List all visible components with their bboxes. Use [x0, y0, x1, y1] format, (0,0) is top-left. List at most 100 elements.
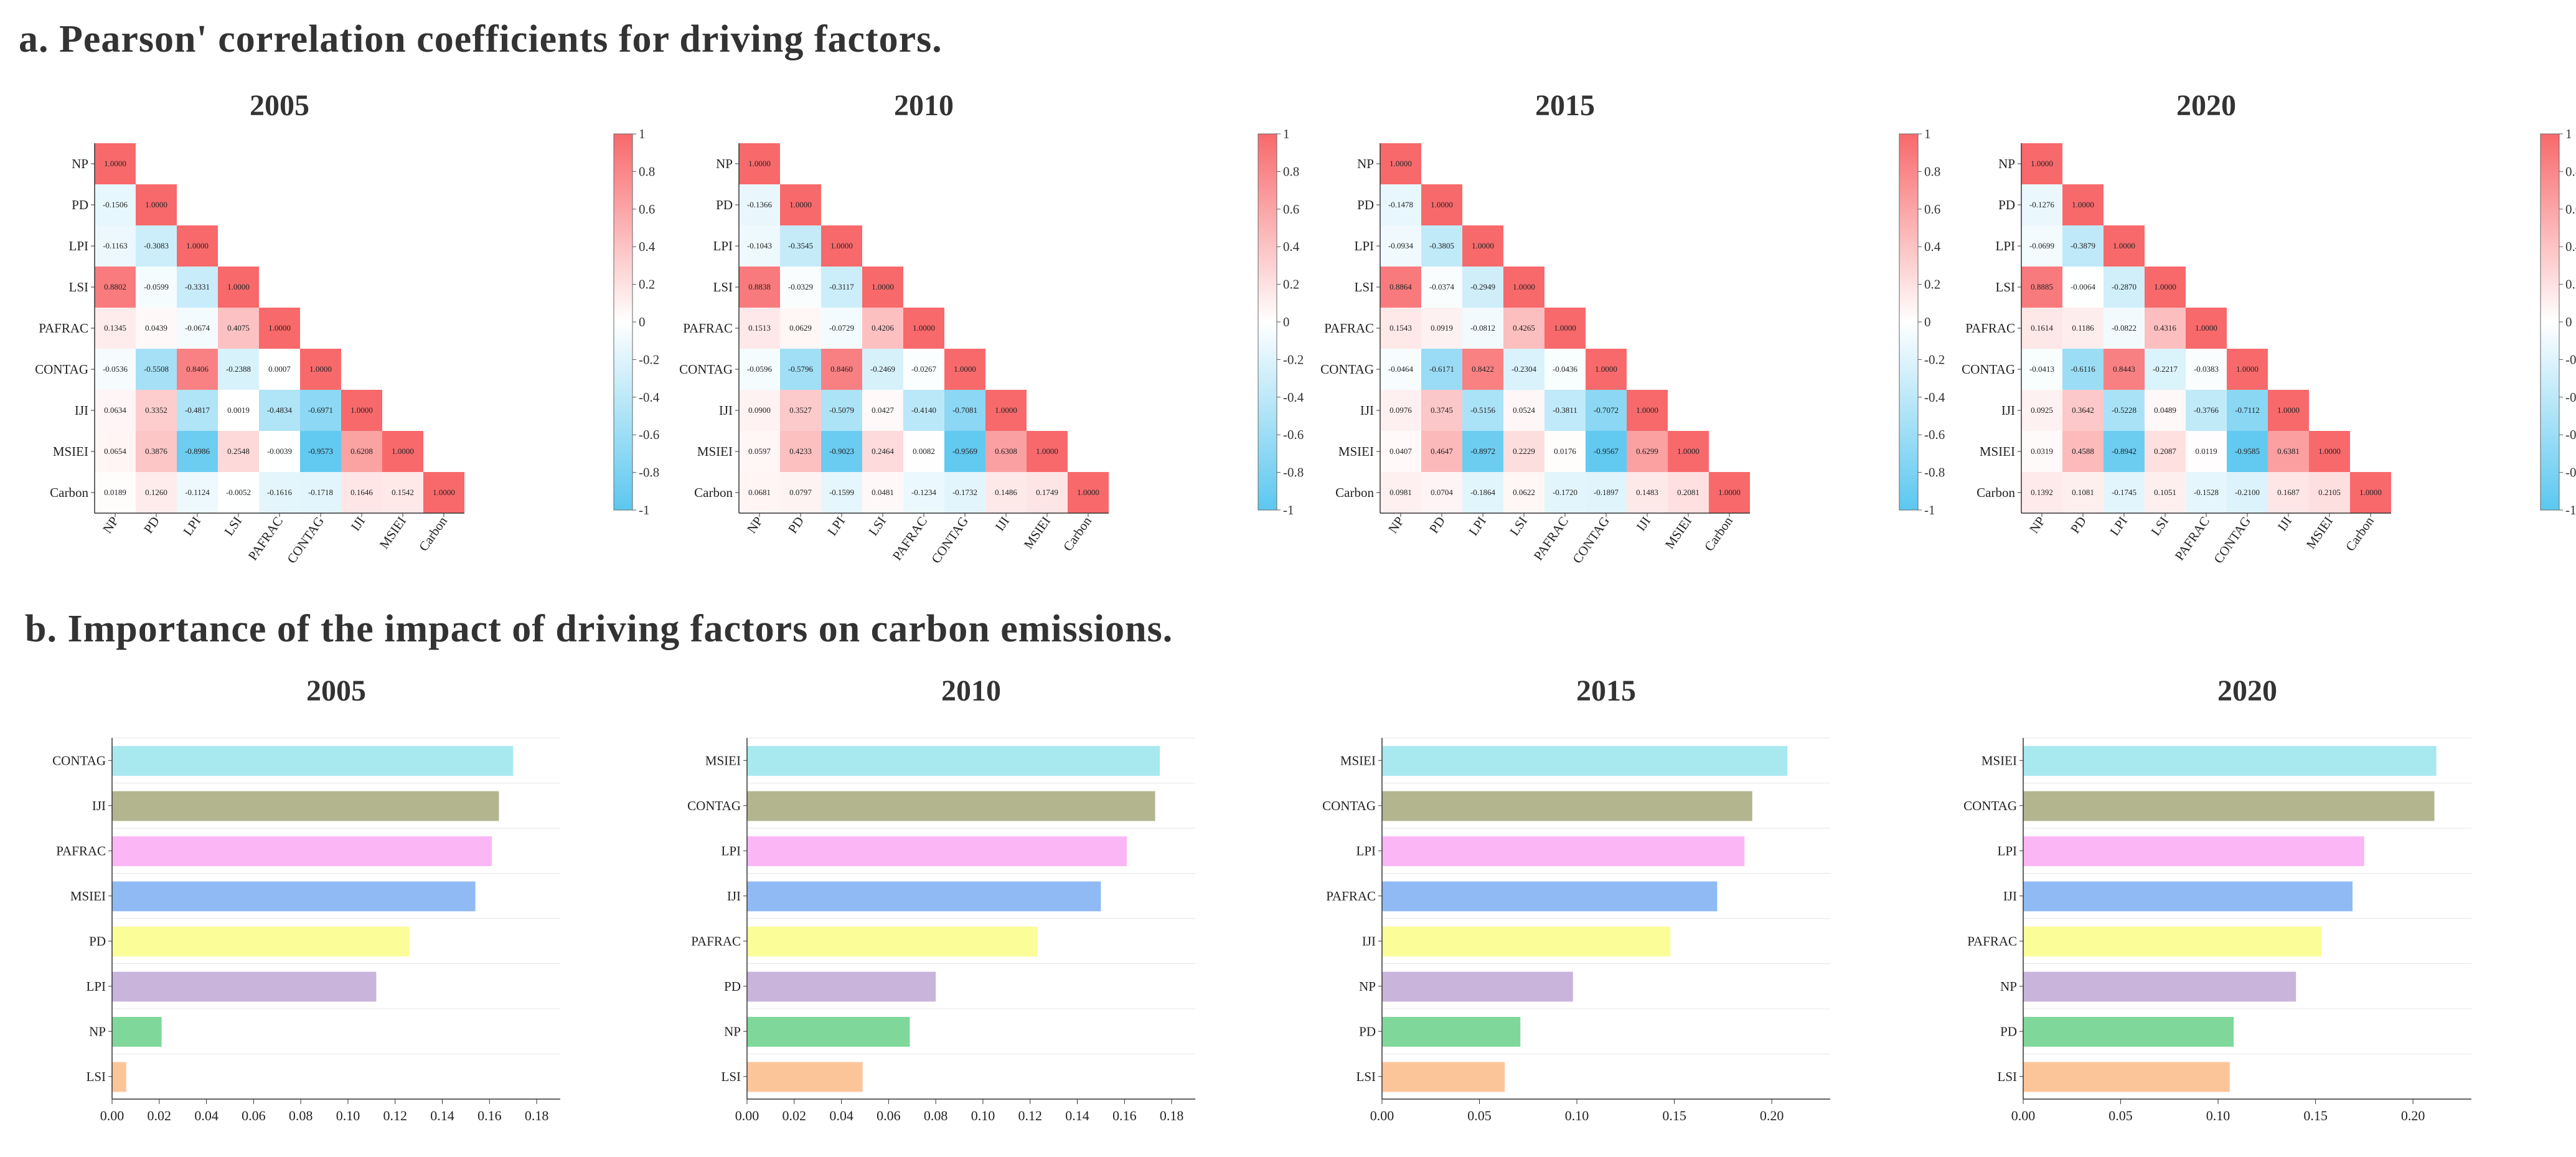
y-tick-label: CONTAG: [52, 753, 106, 768]
bar-lsi: [2023, 1062, 2230, 1092]
bar-chart-title: 2020: [2217, 674, 2277, 707]
heatmap-value: -0.2100: [2235, 488, 2260, 497]
heatmap-cell: [95, 349, 136, 390]
y-tick-label: Carbon: [50, 485, 88, 500]
y-tick-label: LPI: [1356, 843, 1376, 858]
bar-lsi: [747, 1062, 863, 1092]
heatmap-cell: [1380, 267, 1421, 308]
heatmap-value: 1.0000: [789, 200, 812, 209]
heatmap-value: -0.9023: [829, 446, 854, 456]
heatmap-cell: [2186, 472, 2227, 513]
y-tick-label: NP: [1359, 979, 1376, 994]
heatmap-cell: [2062, 472, 2104, 513]
y-tick-label: NP: [1357, 156, 1374, 171]
colorbar-tick-label: -0.6: [1283, 427, 1304, 442]
heatmap-value: -0.2949: [1470, 282, 1495, 291]
x-tick-label: 0.05: [1467, 1108, 1492, 1123]
heatmap-value: -0.9567: [1594, 446, 1619, 456]
heatmap-value: 0.1542: [392, 488, 414, 497]
heatmap-value: -0.0699: [2029, 241, 2054, 250]
heatmap-value: 0.4206: [872, 323, 894, 333]
heatmap-cell: [177, 472, 218, 513]
bar-np: [112, 1017, 162, 1047]
heatmap-value: -0.1276: [2029, 200, 2055, 209]
colorbar-tick-label: -1: [639, 503, 650, 517]
heatmap-cell: [2268, 472, 2309, 513]
bar-msiei: [747, 746, 1160, 776]
y-tick-label: PD: [1359, 1024, 1376, 1039]
heatmap-cell: [903, 431, 944, 472]
y-tick-label: NP: [1998, 156, 2015, 171]
heatmap-cell: [95, 390, 136, 431]
heatmap-cell: [821, 390, 862, 431]
colorbar-tick-label: 0: [1924, 314, 1931, 329]
heatmap-value: -0.6116: [2071, 364, 2095, 374]
heatmap-cell: [944, 431, 985, 472]
y-tick-label: NP: [716, 156, 733, 171]
x-tick-label: PAFRAC: [2172, 514, 2212, 563]
x-tick-label: 0.04: [194, 1108, 219, 1123]
heatmap-cell: [1027, 472, 1068, 513]
heatmap-cell: [2227, 349, 2268, 390]
bar-iji: [747, 881, 1101, 912]
heatmap-cell: [136, 308, 177, 349]
heatmap-value: -0.0039: [267, 446, 292, 456]
heatmap-cell: [218, 308, 259, 349]
heatmap-cell: [2227, 390, 2268, 431]
bar-contag: [112, 746, 514, 776]
colorbar-tick-label: 0.2: [639, 277, 655, 292]
heatmap-value: -0.0599: [144, 282, 169, 291]
heatmap-value: -0.7072: [1594, 405, 1619, 415]
heatmap-cell: [300, 390, 341, 431]
colorbar-tick-label: 0.2: [1283, 277, 1299, 292]
heatmap-value: 0.0407: [1389, 446, 1412, 456]
heatmap-value: -0.3331: [185, 282, 210, 291]
heatmap-cell: [341, 390, 382, 431]
heatmap-title: 2015: [1535, 89, 1595, 122]
heatmap-value: 0.3352: [145, 405, 167, 415]
y-tick-label: LSI: [1998, 1069, 2018, 1084]
x-tick-label: 0.10: [971, 1108, 995, 1123]
heatmap-value: 0.4233: [789, 446, 812, 456]
heatmap-value: 0.0981: [1389, 488, 1412, 497]
colorbar-tick-label: 0.4: [1924, 239, 1941, 254]
colorbar-tick-label: -0.8: [639, 465, 659, 480]
x-tick-label: 0.14: [1065, 1108, 1089, 1123]
heatmap-value: -0.0596: [747, 364, 773, 374]
x-tick-label: 0.00: [735, 1108, 759, 1123]
heatmap-cell: [136, 390, 177, 431]
heatmap-cell: [218, 431, 259, 472]
bar-np: [2023, 971, 2296, 1002]
bar-chart-2005: 2005 CONTAG IJI PAFRAC MSIEI PD LPI NP LSI 0.00 0.…: [52, 674, 560, 1123]
bar-iji: [2023, 881, 2353, 912]
heatmap-value: 1.0000: [2359, 488, 2382, 497]
x-tick-label: 0.18: [525, 1108, 549, 1123]
heatmap-cell: [1544, 349, 1586, 390]
bar-pd: [2023, 1017, 2234, 1047]
bar-lpi: [1382, 836, 1745, 866]
x-tick-label: NP: [2026, 514, 2048, 536]
heatmap-value: -0.0812: [1470, 323, 1495, 333]
heatmap-value: 0.8422: [1472, 364, 1494, 374]
x-tick-label: 0.00: [2011, 1108, 2036, 1123]
y-tick-label: PAFRAC: [1965, 321, 2015, 336]
bar-chart-2015: 2015 MSIEI CONTAG LPI PAFRAC IJI NP PD LSI 0.00 0.…: [1322, 674, 1830, 1123]
y-tick-label: Carbon: [1977, 485, 2015, 500]
heatmap-cell: [944, 349, 985, 390]
y-tick-label: MSIEI: [705, 753, 741, 768]
y-tick-label: PD: [1998, 197, 2015, 212]
heatmap-value: -0.5796: [788, 364, 814, 374]
heatmap-cell: [382, 431, 423, 472]
x-tick-label: 0.06: [242, 1108, 266, 1123]
y-tick-label: MSIEI: [70, 889, 106, 904]
y-tick-label: MSIEI: [697, 444, 733, 459]
y-tick-label: IJI: [2001, 403, 2015, 418]
heatmap-value: 0.0019: [227, 405, 250, 415]
bar-lpi: [112, 971, 377, 1002]
colorbar: [2540, 133, 2560, 511]
heatmap-cell: [1421, 184, 1462, 225]
heatmap-value: 1.0000: [392, 446, 414, 456]
y-tick-label: MSIEI: [1980, 444, 2015, 459]
heatmap-cell: [985, 431, 1027, 472]
y-tick-label: PAFRAC: [39, 321, 88, 336]
